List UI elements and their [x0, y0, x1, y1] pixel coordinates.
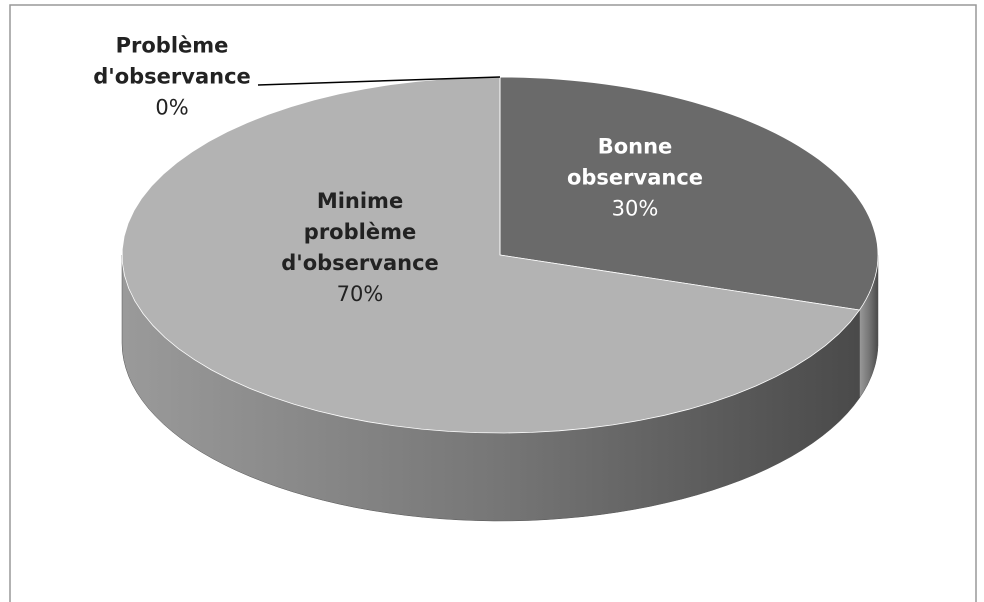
category-name: Bonne observance [566, 134, 704, 190]
value-label: 0% [155, 95, 189, 120]
slice-label: Minime problème d'observance 70% [260, 186, 460, 310]
category-name: Minime problème d'observance [281, 189, 439, 275]
slice-label: Problème d'observance 0% [77, 31, 267, 124]
frame [9, 4, 977, 602]
slice [499, 76, 879, 311]
category-name: Problème d'observance [93, 33, 251, 89]
slice [121, 76, 861, 434]
value-label: 30% [611, 196, 659, 221]
slice-label: Bonne observance 30% [550, 132, 720, 225]
value-label: 70% [336, 282, 384, 306]
leader-line [257, 76, 501, 86]
